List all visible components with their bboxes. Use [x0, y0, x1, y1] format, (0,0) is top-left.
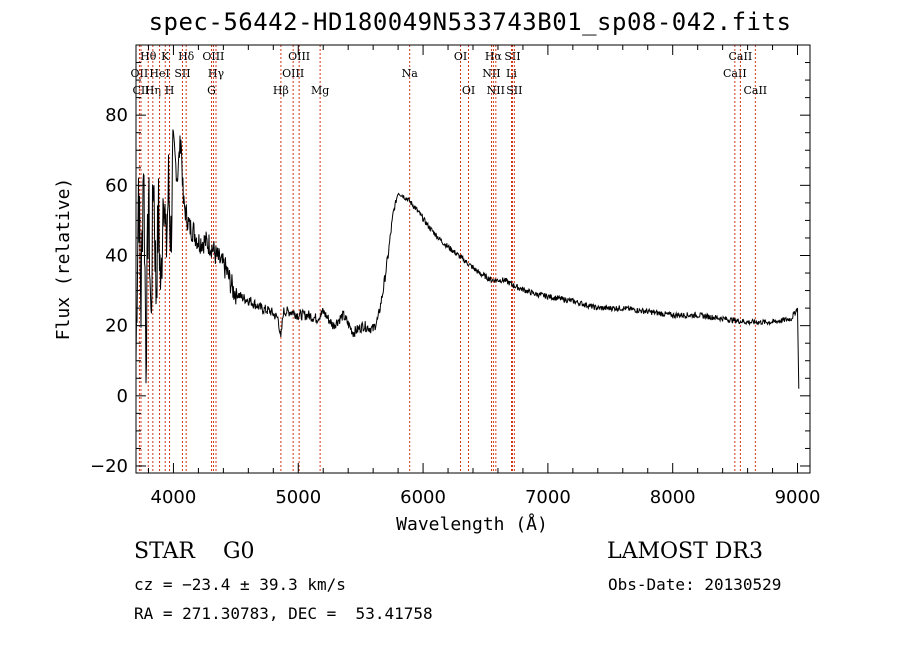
y-tick-label: 20 — [105, 316, 128, 337]
x-tick-label: 6000 — [400, 487, 446, 508]
x-tick-label: 8000 — [650, 487, 696, 508]
spectral-line-label: Li — [506, 67, 517, 80]
coordinates: RA = 271.30783, DEC = 53.41758 — [134, 604, 433, 623]
spectral-line-label: Hθ — [140, 50, 157, 63]
spectral-line-label: OI — [454, 50, 467, 63]
spectral-line-label: OII — [131, 67, 149, 80]
x-tick-label: 7000 — [525, 487, 571, 508]
spectral-line-label: SII — [504, 50, 520, 63]
chart-title: spec-56442-HD180049N533743B01_sp08-042.f… — [148, 8, 792, 36]
spectral-line-label: Hγ — [208, 67, 225, 80]
y-tick-label: 40 — [105, 245, 128, 266]
spectral-line-label: CaII — [723, 67, 747, 80]
spectral-line-label: NII — [487, 84, 505, 97]
x-tick-label: 4000 — [151, 487, 197, 508]
x-tick-label: 5000 — [275, 487, 321, 508]
spectral-line-label: OI — [462, 84, 475, 97]
spectrum-series — [135, 129, 800, 389]
spectrum-line — [135, 129, 800, 389]
y-tick-label: −20 — [90, 456, 128, 477]
obs-date: Obs-Date: 20130529 — [608, 575, 782, 594]
spectral-line-label: NII — [482, 67, 500, 80]
spectral-line-label: Hδ — [178, 50, 195, 63]
spectral-line-label: Mg — [311, 84, 329, 97]
spectral-line-label: OIII — [288, 50, 310, 63]
spectral-line-label: CII — [132, 84, 149, 97]
plot-frame — [135, 44, 811, 474]
spectral-line-label: H — [165, 84, 175, 97]
y-tick-label: 0 — [117, 386, 128, 407]
spectral-line-label: SII — [506, 84, 522, 97]
spectral-line-label: OIII — [202, 50, 224, 63]
spectral-line-label: Hη — [145, 84, 161, 97]
y-tick-label: 60 — [105, 175, 128, 196]
spectral-line-label: HeI — [149, 67, 169, 80]
redshift-readout: cz = −23.4 ± 39.3 km/s — [134, 575, 346, 594]
spectral-line-label: K — [161, 50, 170, 63]
spectral-line-label: CaII — [729, 50, 753, 63]
y-tick-label: 80 — [105, 105, 128, 126]
spectral-line-label: G — [207, 84, 216, 97]
object-class: STAR G0 — [134, 539, 255, 564]
spectral-line-label: Na — [402, 67, 419, 80]
axis-ticks: 4000 5000 6000 7000 8000 9000 −20 0 20 40 60 80 — [90, 45, 820, 508]
y-axis-label: Flux (relative) — [53, 178, 74, 341]
x-tick-label: 9000 — [775, 487, 821, 508]
spectral-line-label: SII — [174, 67, 190, 80]
survey-name: LAMOST DR3 — [607, 539, 763, 564]
spectral-line-label: OIII — [282, 67, 304, 80]
spectral-line-label: Hβ — [273, 84, 289, 97]
spectral-line-label: CaII — [743, 84, 767, 97]
x-axis-label: Wavelength (Å) — [396, 513, 548, 535]
spectral-line-label: Hα — [485, 50, 503, 63]
